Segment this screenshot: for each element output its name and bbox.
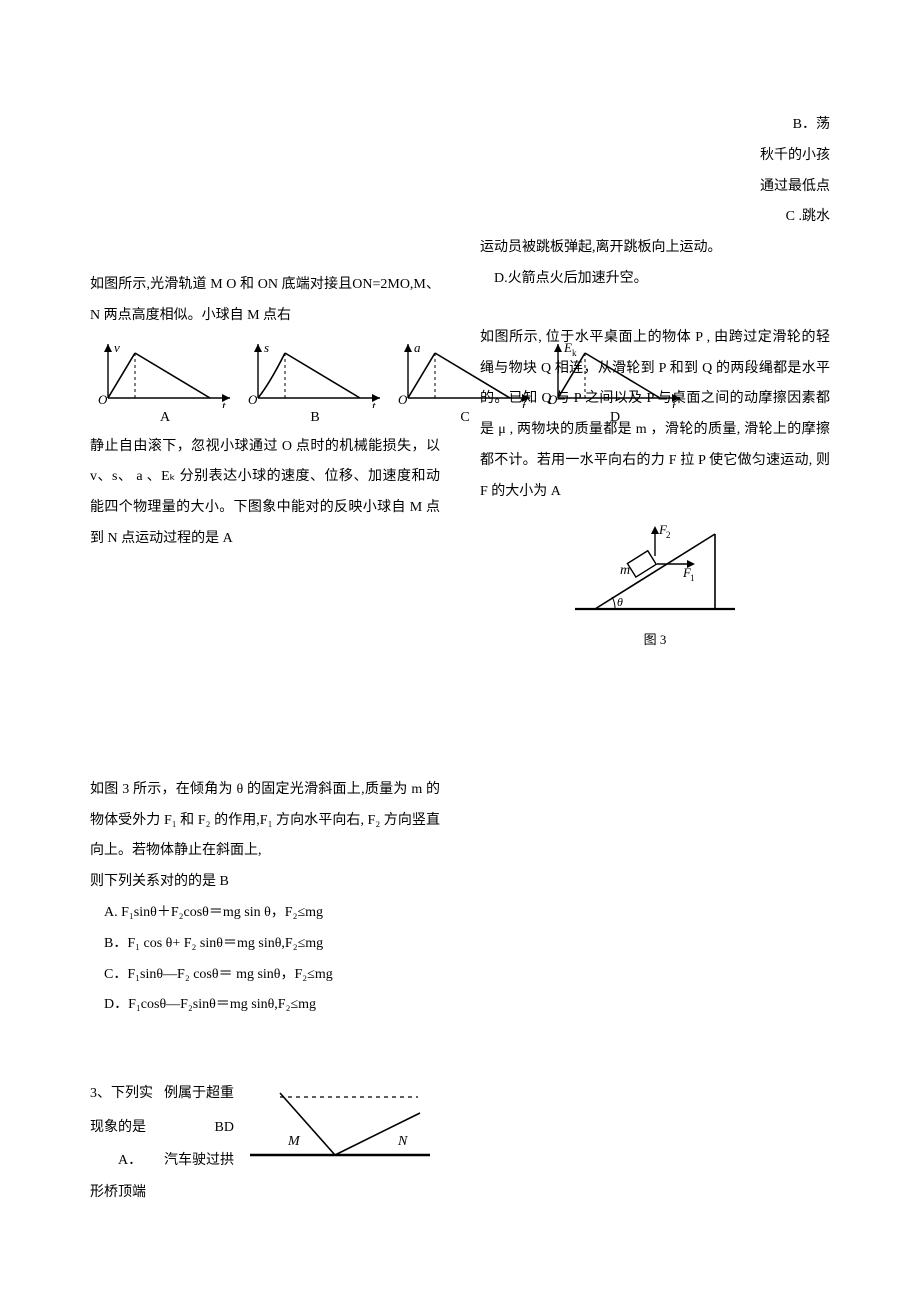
chart-label-b: B (240, 410, 390, 426)
svg-text:N: N (397, 1134, 408, 1149)
q2-optD: D．F₁cosθ―F₂sinθ＝mg sinθ,F₂≤mg (90, 990, 440, 1021)
q1-text-2: 静止自由滚下，忽视小球通过 O 点时的机械能损失，以 v、s、 a 、Eₖ 分别… (90, 432, 440, 555)
q3-r2: BD (215, 1111, 234, 1145)
fig3-caption: 图 3 (565, 629, 745, 648)
chart-s: O t s B (240, 338, 390, 426)
q3-block: M N 3、下列实 例属于超重 现象的是 BD A． 汽车驶过拱 (90, 1077, 440, 1178)
chart-v: O t v A (90, 338, 240, 426)
svg-text:m: m (620, 563, 630, 578)
q3-c-rest: 运动员被跳板弹起,离开跳板向上运动。 (480, 233, 830, 264)
svg-text:t: t (372, 398, 376, 408)
q2-text: 如图 3 所示，在倾角为 θ 的固定光滑斜面上,质量为 m 的物体受外力 F₁ … (90, 775, 440, 867)
svg-text:O: O (98, 392, 108, 407)
q3-d: D.火箭点火后加速升空。 (480, 264, 830, 295)
q1-text-1: 如图所示,光滑轨道 M O 和 ON 底端对接且ON=2MO,M、N 两点高度相… (90, 270, 440, 332)
svg-text:t: t (222, 398, 226, 408)
q3-after: 形桥顶端 (90, 1178, 440, 1209)
q3-l3: A． (90, 1153, 142, 1168)
q3-r1: 例属于超重 (164, 1077, 234, 1111)
q3-b-0: B．荡 (793, 117, 830, 132)
svg-text:O: O (398, 392, 408, 407)
svg-text:a: a (414, 340, 421, 355)
q3-l1: 3、下列实 (90, 1086, 153, 1101)
q2-optA: A. F₁sinθ＋F₂cosθ＝mg sin θ，F₂≤mg (90, 898, 440, 929)
svg-text:M: M (287, 1134, 301, 1149)
q4-text: 如图所示, 位于水平桌面上的物体 P , 由跨过定滑轮的轻绳与物块 Q 相连，从… (480, 323, 830, 508)
fig-3: m F 2 F 1 θ 图 3 (565, 514, 745, 648)
q2-optC: C．F₁sinθ―F₂ cosθ＝ mg sinθ，F₂≤mg (90, 960, 440, 991)
q3-b-2: 通过最低点 (760, 179, 830, 194)
q3-b-1: 秋千的小孩 (760, 148, 830, 163)
fig-mn: M N (240, 1083, 440, 1178)
q2-lead: 则下列关系对的的是 B (90, 867, 440, 898)
svg-text:s: s (264, 340, 269, 355)
chart-label-a: A (90, 410, 240, 426)
svg-text:v: v (114, 340, 120, 355)
q3-l2: 现象的是 (90, 1120, 146, 1135)
q3-r3: 汽车驶过拱 (164, 1144, 234, 1178)
svg-text:2: 2 (666, 530, 671, 540)
svg-text:θ: θ (617, 595, 623, 609)
q3-b-3: C .跳水 (786, 209, 830, 224)
q2-optB: B．F₁ cos θ+ F₂ sinθ＝mg sinθ,F₂≤mg (90, 929, 440, 960)
q3-bwrap: B．荡 秋千的小孩 通过最低点 C .跳水 (480, 110, 830, 233)
q1-charts: O t v A O t s B (90, 338, 440, 426)
svg-text:1: 1 (690, 573, 695, 583)
svg-text:O: O (248, 392, 258, 407)
